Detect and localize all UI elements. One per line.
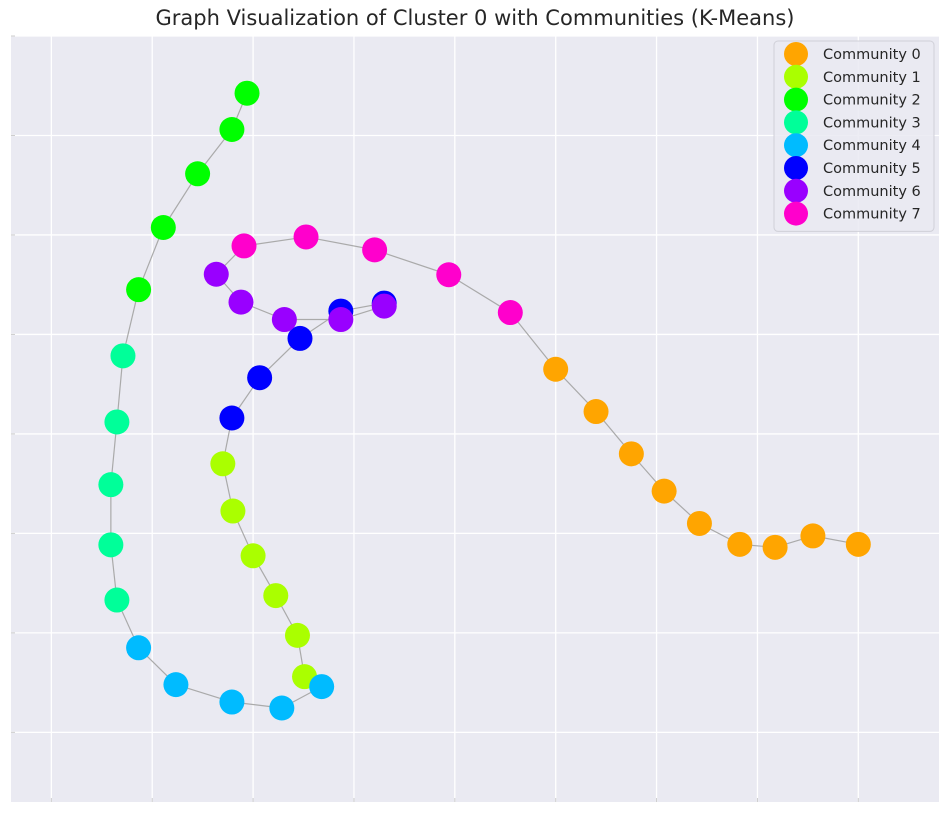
node-community-2-2 <box>185 161 211 187</box>
node-community-0-4 <box>686 510 712 536</box>
node-community-5-0 <box>219 405 245 431</box>
node-community-0-3 <box>651 478 677 504</box>
gridlines <box>11 35 939 802</box>
chart-title: Graph Visualization of Cluster 0 with Co… <box>155 6 795 30</box>
node-community-4-4 <box>309 674 335 700</box>
node-community-1-1 <box>220 498 246 524</box>
node-community-2-0 <box>234 80 260 106</box>
node-community-6-2 <box>271 307 297 333</box>
node-community-6-1 <box>228 289 254 315</box>
node-community-1-3 <box>263 583 289 609</box>
legend-label-3: Community 3 <box>823 115 921 131</box>
node-community-6-3 <box>328 307 354 333</box>
node-community-4-3 <box>269 695 295 721</box>
legend-marker-6 <box>784 178 808 203</box>
graph-nodes <box>98 80 871 721</box>
node-community-1-4 <box>284 622 310 648</box>
legend-label-4: Community 4 <box>823 138 921 154</box>
node-community-4-0 <box>126 635 152 661</box>
node-community-0-2 <box>618 441 644 467</box>
node-community-3-4 <box>104 587 130 613</box>
node-community-3-0 <box>110 343 136 369</box>
node-community-0-7 <box>800 523 826 549</box>
node-community-1-2 <box>240 543 266 569</box>
node-community-0-5 <box>727 531 753 557</box>
legend-label-6: Community 6 <box>823 184 921 200</box>
node-community-0-0 <box>543 356 569 382</box>
legend: Community 0 Community 1 Community 2 Communi… <box>773 40 935 232</box>
node-community-2-4 <box>126 277 152 303</box>
legend-box <box>773 40 935 232</box>
legend-marker-0 <box>784 42 808 66</box>
legend-marker-7 <box>784 201 808 226</box>
legend-marker-1 <box>784 64 808 89</box>
node-community-7-2 <box>362 237 388 263</box>
legend-label-5: Community 5 <box>823 161 921 177</box>
node-community-3-1 <box>104 409 130 435</box>
node-community-7-0 <box>231 233 257 259</box>
node-community-3-3 <box>98 532 124 558</box>
node-community-7-4 <box>497 300 523 326</box>
legend-marker-2 <box>784 87 808 112</box>
legend-label-1: Community 1 <box>823 70 921 86</box>
node-community-0-1 <box>583 399 609 425</box>
node-community-0-8 <box>845 531 871 557</box>
legend-label-2: Community 2 <box>823 93 921 109</box>
node-community-5-1 <box>247 365 273 391</box>
node-community-1-0 <box>210 451 236 477</box>
legend-label-7: Community 7 <box>823 207 921 223</box>
legend-marker-3 <box>784 110 808 135</box>
node-community-7-1 <box>293 224 319 250</box>
node-community-6-0 <box>203 261 229 287</box>
legend-label-0: Community 0 <box>823 47 921 63</box>
node-community-3-2 <box>98 472 124 498</box>
node-community-7-3 <box>436 262 462 288</box>
node-community-6-4 <box>371 293 397 319</box>
node-community-5-2 <box>287 325 313 351</box>
node-community-0-6 <box>762 534 788 560</box>
edge-33 <box>374 249 449 276</box>
legend-marker-4 <box>784 133 808 158</box>
node-community-2-1 <box>219 117 245 143</box>
node-community-2-3 <box>150 215 176 240</box>
node-community-4-2 <box>219 689 245 715</box>
node-community-4-1 <box>163 672 189 698</box>
legend-marker-5 <box>784 156 808 180</box>
